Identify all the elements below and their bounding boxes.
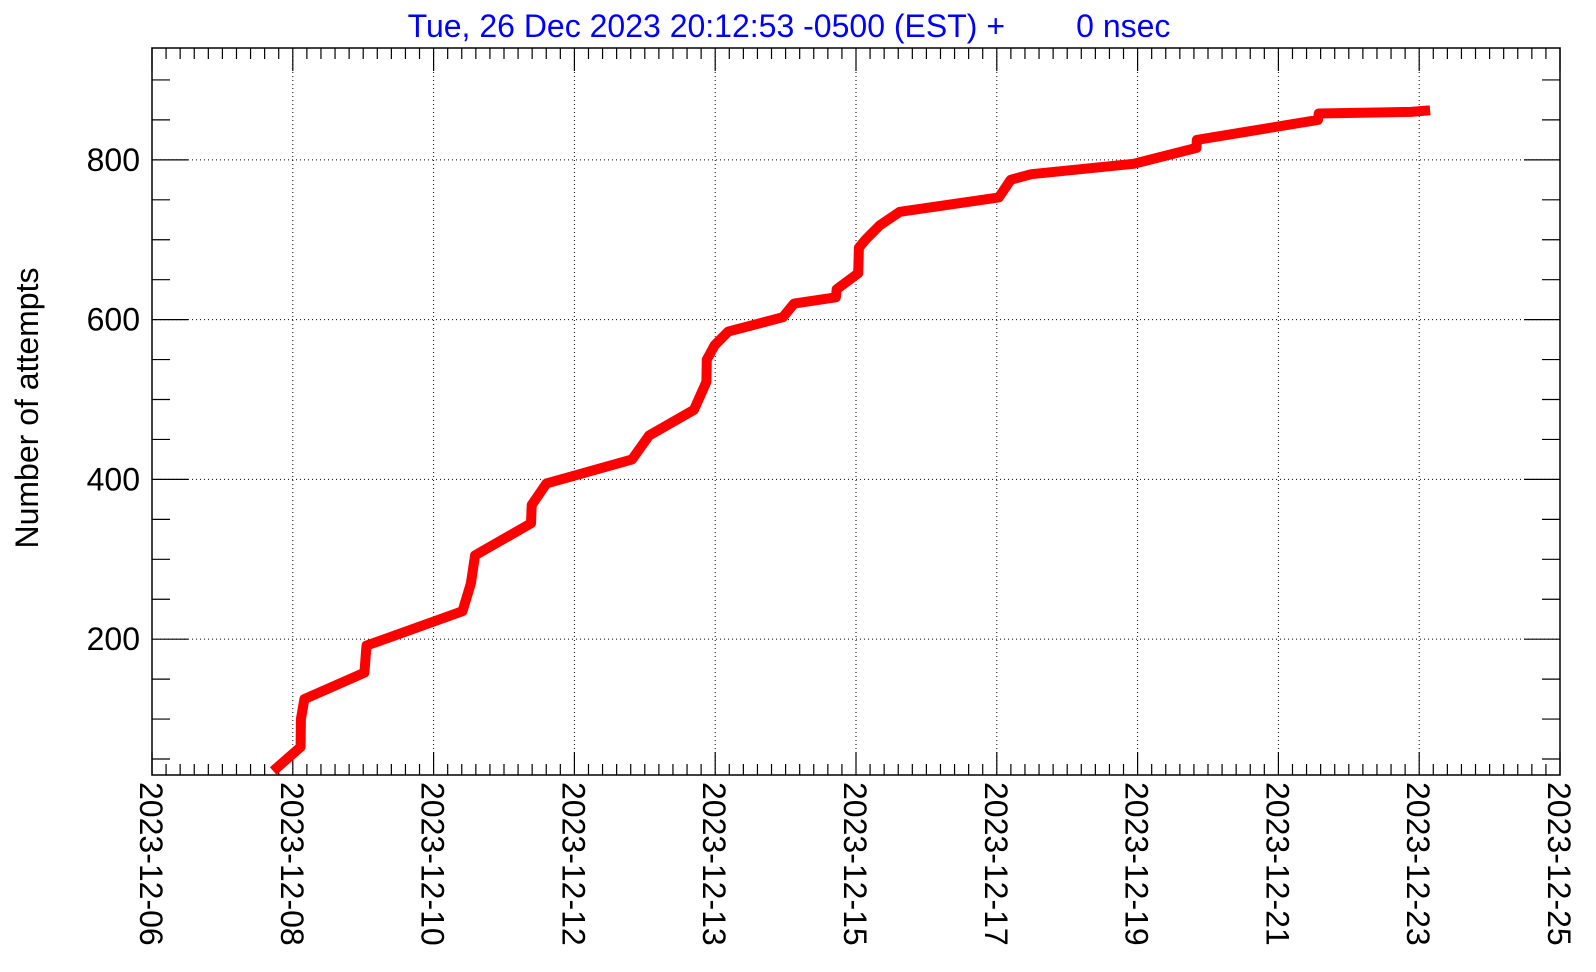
series-line [269, 105, 1431, 775]
labels-layer: 200 400 600 800 2023-12-06 2023-12-08 2023-12-… [87, 142, 1577, 946]
y-tick-label: 600 [87, 302, 140, 338]
x-tick-label: 2023-12-06 [133, 782, 169, 946]
grid-layer [152, 48, 1560, 775]
y-tick-label: 400 [87, 461, 140, 497]
x-tick-label: 2023-12-10 [415, 782, 451, 946]
x-tick-label: 2023-12-08 [274, 782, 310, 946]
y-axis-label: Number of attempts [9, 268, 45, 549]
x-tick-label: 2023-12-15 [837, 782, 873, 946]
ticks-layer [151, 48, 1561, 775]
series-layer [269, 105, 1431, 775]
x-tick-label: 2023-12-25 [1541, 782, 1577, 946]
x-tick-label: 2023-12-13 [696, 782, 732, 946]
y-tick-label: 200 [87, 621, 140, 657]
x-tick-label: 2023-12-23 [1400, 782, 1436, 946]
plot-frame [151, 47, 1561, 776]
y-tick-label: 800 [87, 142, 140, 178]
x-tick-label: 2023-12-17 [978, 782, 1014, 946]
chart-title: Tue, 26 Dec 2023 20:12:53 -0500 (EST) + … [408, 8, 1171, 44]
x-tick-label: 2023-12-19 [1119, 782, 1155, 946]
x-tick-label: 2023-12-21 [1259, 782, 1295, 946]
x-tick-label: 2023-12-12 [555, 782, 591, 946]
